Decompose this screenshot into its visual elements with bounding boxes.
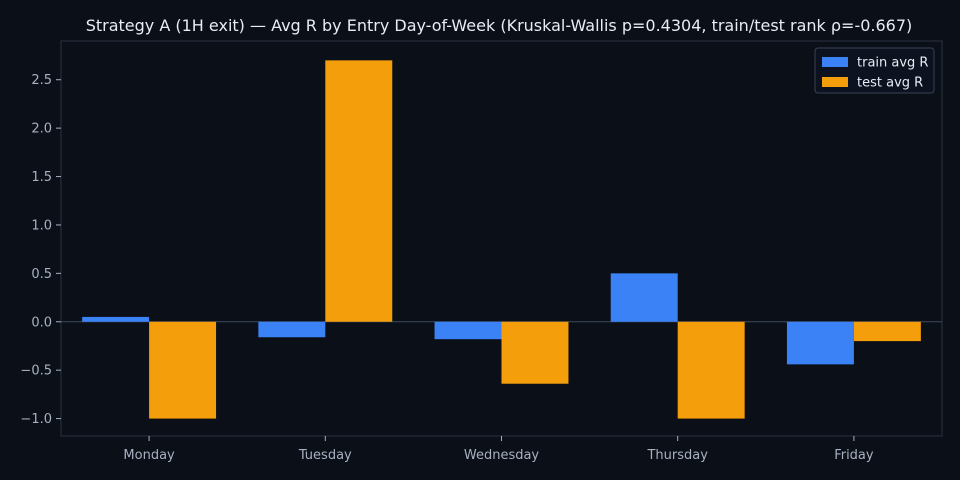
y-tick-label: −1.0 xyxy=(20,412,52,427)
y-tick-label: 0.0 xyxy=(31,315,52,330)
x-tick-label: Monday xyxy=(123,448,175,463)
x-tick-label: Thursday xyxy=(646,448,708,463)
train-bar-monday xyxy=(82,316,150,322)
y-tick-label: −0.5 xyxy=(20,364,52,379)
test-bar-tuesday xyxy=(325,60,393,322)
train-bar-wednesday xyxy=(434,321,502,340)
test-bar-monday xyxy=(149,321,217,419)
x-tick-label: Tuesday xyxy=(298,448,352,463)
x-tick-label: Wednesday xyxy=(464,448,540,463)
legend[interactable]: train avg R test avg R xyxy=(814,47,935,94)
y-tick-label: 2.5 xyxy=(31,73,52,88)
legend-swatch xyxy=(822,57,848,67)
y-tick-label: 0.5 xyxy=(31,267,52,282)
legend-swatch xyxy=(822,77,848,87)
plot-area: −1.0 −0.5 0.0 0.5 1.0 1.5 2.0 2.5 Monday Tuesday W… xyxy=(20,40,943,463)
train-bar-friday xyxy=(786,321,854,365)
y-tick-label: 2.0 xyxy=(31,122,52,137)
legend-label: train avg R xyxy=(857,56,928,71)
train-bar-thursday xyxy=(610,273,678,322)
test-bar-thursday xyxy=(677,321,745,419)
chart-title: Strategy A (1H exit) — Avg R by Entry Da… xyxy=(86,16,913,35)
x-tick-label: Friday xyxy=(834,448,874,463)
legend-label: test avg R xyxy=(857,76,923,91)
y-tick-label: 1.0 xyxy=(31,218,52,233)
y-tick-label: 1.5 xyxy=(31,170,52,185)
test-bar-wednesday xyxy=(501,321,569,384)
train-bar-tuesday xyxy=(258,321,326,338)
test-bar-friday xyxy=(853,321,921,342)
